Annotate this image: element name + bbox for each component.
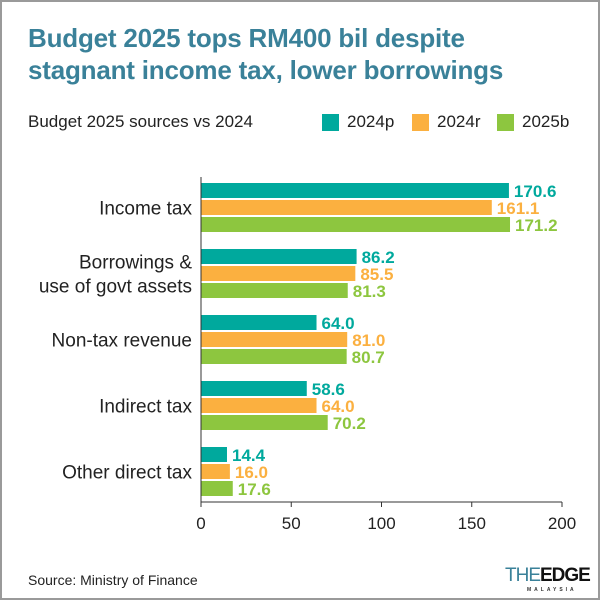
bar-2024p <box>201 315 317 330</box>
legend-item-2024p: 2024p <box>322 112 394 132</box>
source-note: Source: Ministry of Finance <box>28 572 198 588</box>
bar-2024p <box>201 381 307 396</box>
category-label: use of govt assets <box>39 277 192 298</box>
bar-2024r <box>201 266 356 281</box>
bar-2024p <box>201 183 509 198</box>
chart-subtitle: Budget 2025 sources vs 2024 <box>28 112 253 131</box>
x-tick-label: 100 <box>367 514 395 533</box>
x-tick-label: 200 <box>548 514 576 533</box>
data-label: 86.2 <box>362 248 395 267</box>
category-label: Indirect tax <box>99 397 192 418</box>
legend-label: 2025b <box>522 112 570 131</box>
x-tick-label: 0 <box>196 514 205 533</box>
bar-2024p <box>201 249 357 264</box>
logo-subtitle: MALAYSIA <box>527 587 577 593</box>
data-label: 161.1 <box>497 199 540 218</box>
category-label: Non-tax revenue <box>52 331 192 352</box>
x-tick-label: 50 <box>282 514 301 533</box>
title-line-1: Budget 2025 tops RM400 bil despite <box>28 23 465 53</box>
legend-label: 2024r <box>437 112 481 131</box>
data-label: 85.5 <box>360 265 393 284</box>
legend-swatch <box>322 113 339 131</box>
data-label: 70.2 <box>333 414 366 433</box>
chart-title: Budget 2025 tops RM400 bil despite stagn… <box>28 22 503 86</box>
data-label: 81.3 <box>353 282 386 301</box>
legend-item-2025b: 2025b <box>497 112 569 132</box>
bar-2024r <box>201 332 348 347</box>
bar-2024p <box>201 447 227 462</box>
x-tick-label: 150 <box>458 514 486 533</box>
category-label: Income tax <box>99 199 192 220</box>
category-label: Borrowings & <box>79 253 192 274</box>
bar-2024r <box>201 464 230 479</box>
bar-2024r <box>201 200 492 215</box>
title-line-2: stagnant income tax, lower borrowings <box>28 55 504 85</box>
data-label: 14.4 <box>232 446 266 465</box>
bar-2024r <box>201 398 317 413</box>
data-label: 17.6 <box>238 480 271 499</box>
bar-2025b <box>201 481 233 496</box>
data-label: 64.0 <box>322 314 355 333</box>
data-label: 170.6 <box>514 182 557 201</box>
bar-2025b <box>201 283 348 298</box>
legend-item-2024r: 2024r <box>412 112 480 132</box>
data-label: 16.0 <box>235 463 268 482</box>
legend-label: 2024p <box>347 112 395 131</box>
bar-2025b <box>201 415 328 430</box>
category-label: Other direct tax <box>62 463 192 484</box>
legend-swatch <box>412 113 429 131</box>
data-label: 58.6 <box>312 380 345 399</box>
data-label: 81.0 <box>352 331 385 350</box>
data-label: 64.0 <box>322 397 355 416</box>
bar-2025b <box>201 349 347 364</box>
legend-swatch <box>497 113 514 131</box>
the-edge-logo: THEEDGE <box>505 565 591 587</box>
logo-part2: EDGE <box>540 565 591 586</box>
data-label: 171.2 <box>515 216 558 235</box>
bar-2025b <box>201 217 511 232</box>
logo-part1: THE <box>505 565 541 586</box>
data-label: 80.7 <box>352 348 385 367</box>
